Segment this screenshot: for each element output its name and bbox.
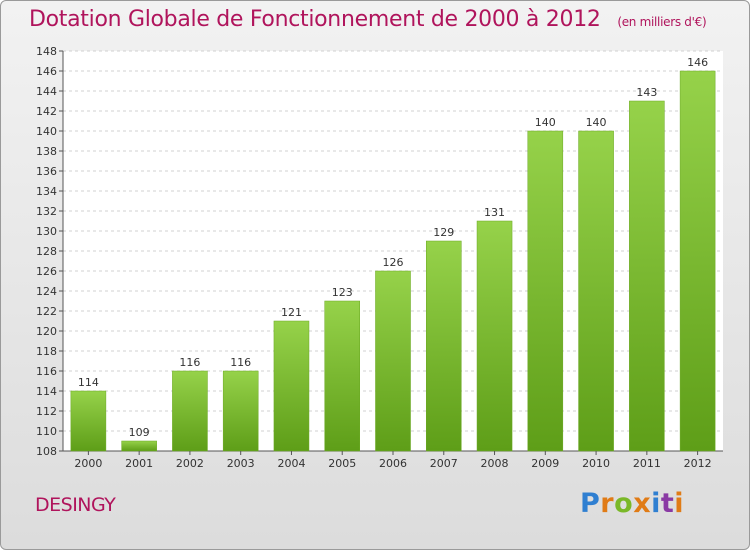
data-label-2004: 121 (281, 306, 302, 319)
y-tick-label: 128 (36, 245, 57, 258)
commune-name: DESINGY (35, 494, 116, 516)
y-tick-label: 116 (36, 365, 57, 378)
logo-letter: r (600, 488, 615, 519)
data-label-2007: 129 (433, 226, 454, 239)
data-label-2012: 146 (687, 56, 708, 69)
bar-2012 (679, 70, 716, 452)
x-tick-label-2006: 2006 (379, 457, 407, 470)
data-label-2003: 116 (230, 356, 251, 369)
data-label-2000: 114 (78, 376, 99, 389)
bar-2005 (324, 300, 360, 452)
y-tick-label: 146 (36, 65, 57, 78)
bar-2009 (527, 130, 564, 452)
x-tick-label-2005: 2005 (328, 457, 356, 470)
bar-2010 (578, 130, 614, 452)
logo-letter: i (674, 488, 685, 519)
x-tick-label-2007: 2007 (430, 457, 458, 470)
y-tick-label: 120 (36, 325, 57, 338)
y-tick-label: 142 (36, 105, 57, 118)
logo-letter: o (614, 488, 634, 519)
logo-letter: t (660, 488, 675, 519)
y-tick-label: 148 (36, 45, 57, 58)
x-tick-label-2011: 2011 (633, 457, 661, 470)
y-tick-label: 122 (36, 305, 57, 318)
data-label-2002: 116 (179, 356, 200, 369)
logo-letter: i (651, 488, 661, 519)
y-tick-label: 118 (36, 345, 57, 358)
bar-2003 (222, 370, 259, 452)
bar-2007 (426, 240, 462, 452)
y-tick-label: 144 (36, 85, 57, 98)
y-tick-label: 132 (36, 205, 57, 218)
chart-title: Dotation Globale de Fonctionnement de 20… (29, 7, 707, 32)
data-label-2001: 109 (129, 426, 150, 439)
y-tick-label: 140 (36, 125, 57, 138)
y-tick-label: 108 (36, 445, 57, 458)
y-tick-label: 110 (36, 425, 57, 438)
data-label-2010: 140 (586, 116, 607, 129)
bar-2004 (273, 320, 310, 452)
y-tick-label: 112 (36, 405, 57, 418)
x-tick-label-2003: 2003 (227, 457, 255, 470)
x-tick-label-2002: 2002 (176, 457, 204, 470)
x-tick-label-2008: 2008 (481, 457, 509, 470)
x-tick-label-2000: 2000 (74, 457, 102, 470)
x-tick-label-2009: 2009 (531, 457, 559, 470)
bar-2006 (375, 270, 411, 452)
y-tick-label: 138 (36, 145, 57, 158)
data-label-2005: 123 (332, 286, 353, 299)
proxiti-logo: Proxiti (580, 488, 684, 519)
x-tick-label-2012: 2012 (684, 457, 712, 470)
y-tick-label: 126 (36, 265, 57, 278)
data-label-2008: 131 (484, 206, 505, 219)
bar-2008 (476, 220, 513, 452)
y-tick-label: 124 (36, 285, 57, 298)
data-label-2011: 143 (636, 86, 657, 99)
bar-2001 (121, 440, 157, 452)
x-tick-label-2004: 2004 (277, 457, 305, 470)
y-tick-label: 114 (36, 385, 57, 398)
bar-2011 (629, 100, 665, 452)
y-tick-label: 130 (36, 225, 57, 238)
data-label-2006: 126 (383, 256, 404, 269)
bar-2002 (172, 370, 208, 452)
y-tick-label: 136 (36, 165, 57, 178)
chart-unit-label: (en milliers d'€) (617, 15, 707, 29)
y-tick-label: 134 (36, 185, 57, 198)
x-tick-label-2010: 2010 (582, 457, 610, 470)
chart-title-text: Dotation Globale de Fonctionnement de 20… (29, 7, 601, 32)
data-label-2009: 140 (535, 116, 556, 129)
bar-2000 (70, 390, 107, 452)
logo-letter: x (633, 488, 652, 519)
x-tick-label-2001: 2001 (125, 457, 153, 470)
logo-letter: P (580, 488, 601, 519)
